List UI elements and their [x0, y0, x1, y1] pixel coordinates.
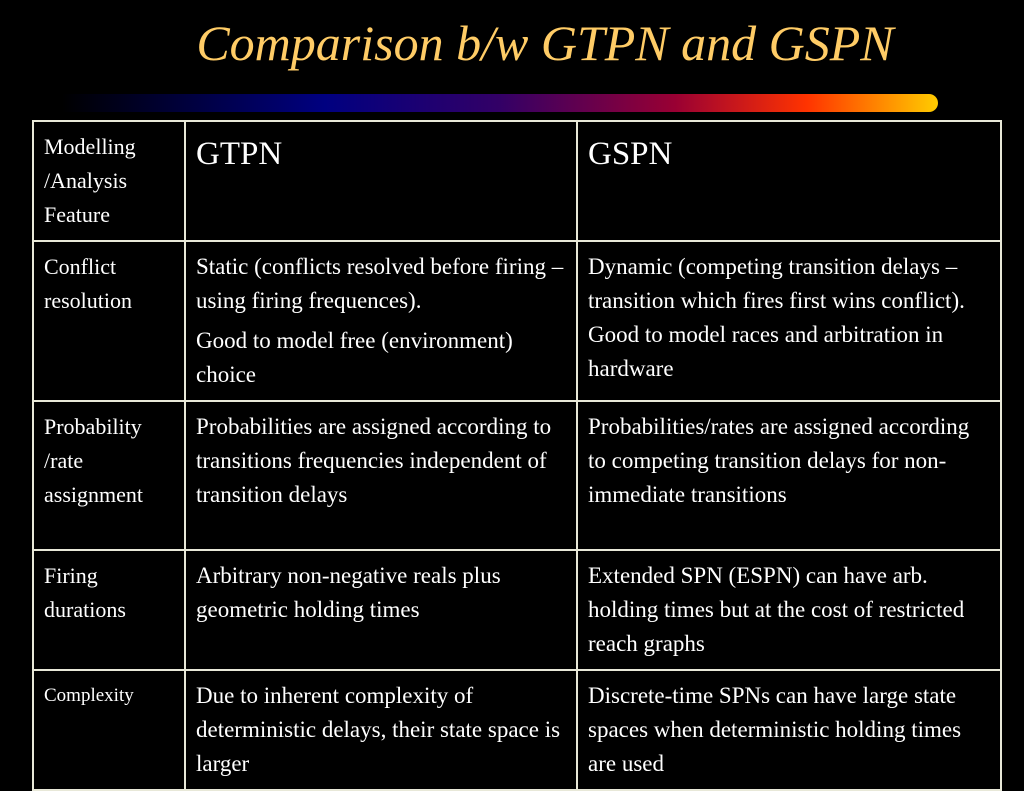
feature-cell: Firing durations: [32, 549, 186, 671]
gtpn-cell: Probabilities are assigned according to …: [184, 400, 578, 551]
comparison-table: Modelling /Analysis Feature GTPN GSPN Co…: [32, 120, 1002, 791]
table-row-conflict-resolution: Conflict resolution Static (conflicts re…: [32, 240, 1002, 402]
feature-cell: Conflict resolution: [32, 240, 186, 402]
table-header-row: Modelling /Analysis Feature GTPN GSPN: [32, 120, 1002, 242]
gspn-cell: Probabilities/rates are assigned accordi…: [576, 400, 1002, 551]
gspn-cell: Discrete-time SPNs can have large state …: [576, 669, 1002, 791]
gtpn-paragraph: Static (conflicts resolved before firing…: [196, 254, 564, 313]
table-row-probability-rate-assignment: Probability /rate assignment Probabiliti…: [32, 400, 1002, 551]
table-row-firing-durations: Firing durations Arbitrary non-negative …: [32, 549, 1002, 671]
header-gspn-cell: GSPN: [576, 120, 1002, 242]
feature-cell: Complexity: [32, 669, 186, 791]
header-feature-cell: Modelling /Analysis Feature: [32, 120, 186, 242]
gtpn-cell: Static (conflicts resolved before firing…: [184, 240, 578, 402]
gtpn-cell: Arbitrary non-negative reals plus geomet…: [184, 549, 578, 671]
header-gtpn-cell: GTPN: [184, 120, 578, 242]
gtpn-cell: Due to inherent complexity of determinis…: [184, 669, 578, 791]
title-underline-bar: [62, 94, 938, 112]
gspn-cell: Dynamic (competing transition delays – t…: [576, 240, 1002, 402]
gtpn-paragraph: Good to model free (environment) choice: [196, 328, 513, 387]
feature-cell: Probability /rate assignment: [32, 400, 186, 551]
gspn-cell: Extended SPN (ESPN) can have arb. holdin…: [576, 549, 1002, 671]
table-row-complexity: Complexity Due to inherent complexity of…: [32, 669, 1002, 791]
slide-title: Comparison b/w GTPN and GSPN: [196, 15, 894, 71]
